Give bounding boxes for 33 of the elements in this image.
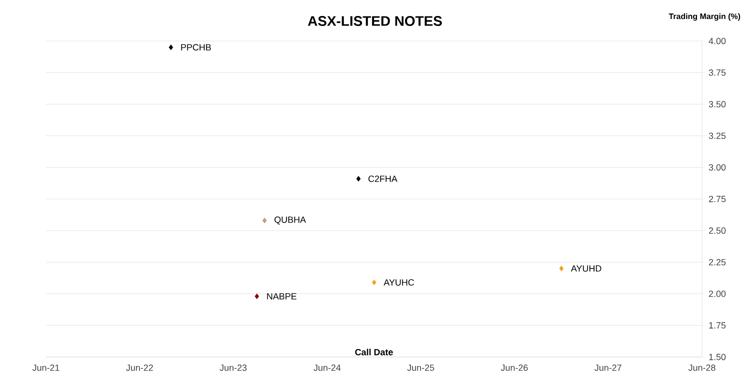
x-tick-label: Jun-27 xyxy=(594,364,622,371)
series-label: PPCHB xyxy=(181,44,211,50)
y-tick-label: 1.50 xyxy=(709,354,726,360)
y-tick-label: 1.75 xyxy=(709,322,726,329)
series-label: C2FHA xyxy=(368,176,398,182)
point xyxy=(262,218,267,224)
x-tick-label: Jun-23 xyxy=(220,364,247,371)
x-tick-label: Jun-28 xyxy=(688,364,716,371)
point xyxy=(356,176,361,182)
chart-title: ASX-LISTED NOTES xyxy=(308,16,442,26)
y-tick-label: 3.25 xyxy=(708,132,726,139)
y-tick-label: 2.75 xyxy=(708,196,726,202)
series-label: AYUHD xyxy=(570,265,602,272)
x-tick-label: Jun-21 xyxy=(32,364,60,371)
y-tick-label: 3.75 xyxy=(708,69,726,76)
point xyxy=(559,266,564,272)
y-tick-label: 4.00 xyxy=(708,38,726,44)
y-tick-label: 2.25 xyxy=(708,259,726,266)
point xyxy=(372,280,376,286)
series-label: QUBHA xyxy=(274,216,306,224)
y-tick-label: 2.00 xyxy=(708,290,726,297)
x-tick-label: Jun-22 xyxy=(126,364,153,371)
y-tick-label: 3.50 xyxy=(708,101,726,108)
x-axis-title: Call Date xyxy=(355,348,393,356)
point xyxy=(168,44,174,50)
x-tick-label: Jun-24 xyxy=(314,364,341,371)
x-tick-label: Jun-25 xyxy=(407,364,434,371)
series-label: AYUHC xyxy=(384,279,414,286)
y-tick-label: 2.50 xyxy=(708,227,726,234)
point xyxy=(254,294,260,300)
series-label: NABPE xyxy=(267,293,296,300)
x-tick-label: Jun-26 xyxy=(500,364,528,371)
y-tick-label: 3.00 xyxy=(708,164,726,171)
